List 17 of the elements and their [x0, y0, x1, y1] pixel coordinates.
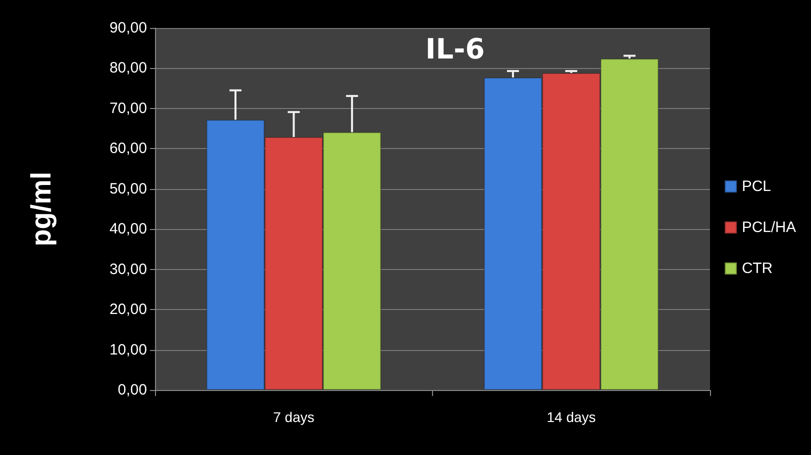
y-tick-label: 60,00	[109, 140, 147, 158]
chart-title: IL-6	[425, 32, 485, 66]
y-tick-label: 0,00	[118, 382, 147, 398]
legend-label: CTR	[742, 260, 773, 277]
legend-label: PCL/HA	[742, 219, 796, 236]
legend-label: PCL	[742, 178, 772, 195]
y-tick-label: 30,00	[109, 260, 147, 278]
y-tick-label: 10,00	[109, 341, 147, 358]
y-axis-title: pg/ml	[26, 172, 56, 246]
x-tick-label: 7 days	[273, 409, 314, 425]
y-tick-label: 50,00	[109, 180, 147, 198]
y-tick-label: 80,00	[109, 60, 147, 77]
y-tick-label: 40,00	[109, 220, 147, 238]
y-tick-label: 20,00	[109, 301, 147, 318]
y-tick-label: 90,00	[109, 20, 147, 36]
y-tick-label: 70,00	[109, 100, 147, 117]
x-tick-label: 14 days	[546, 409, 596, 425]
